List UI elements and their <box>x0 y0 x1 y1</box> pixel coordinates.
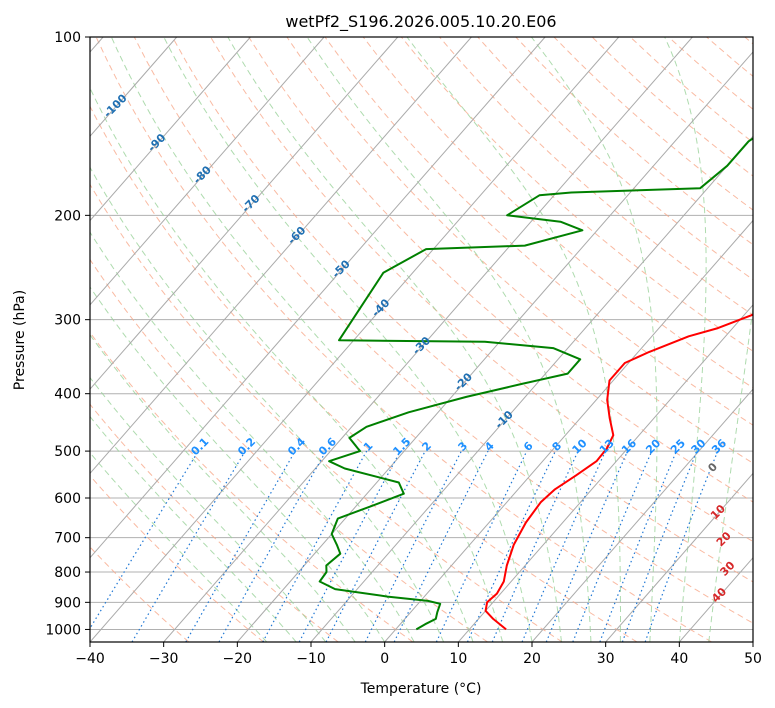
isotherm-line <box>384 219 753 642</box>
dry-adiabat <box>439 37 753 316</box>
x-tick-label: 0 <box>380 651 389 667</box>
mixing-ratio-line <box>621 450 698 642</box>
dry-adiabat <box>286 37 753 464</box>
isotherm-line <box>163 37 693 642</box>
dry-adiabat <box>90 105 638 642</box>
dry-adiabat <box>248 37 753 503</box>
mixing-ratio-line <box>262 450 368 642</box>
moist-adiabat <box>90 86 474 642</box>
moist-adiabat <box>531 37 658 642</box>
y-tick-label: 500 <box>54 444 81 460</box>
moist-adiabat <box>90 415 297 642</box>
x-tick-label: 50 <box>744 651 762 667</box>
x-tick-label: 40 <box>670 651 688 667</box>
plot-area <box>90 37 753 642</box>
x-tick-label: 30 <box>597 651 615 667</box>
y-tick-label: 800 <box>54 565 81 581</box>
x-tick-label: −30 <box>149 651 179 667</box>
dewpoint-line <box>318 137 753 631</box>
mixing-ratio-line <box>90 450 199 630</box>
axis-ticks: −40 −30 −20 −10 0 10 20 30 40 50 100 200 300 400 500 60… <box>45 30 762 667</box>
isotherm-line <box>90 37 472 475</box>
mixing-ratio-line <box>298 450 401 642</box>
chart-title: wetPf2_S196.2026.005.10.20.E06 <box>285 12 556 32</box>
dry-adiabat <box>90 183 563 642</box>
y-tick-label: 600 <box>54 491 81 507</box>
isotherm-line <box>90 37 399 390</box>
x-tick-label: −40 <box>75 651 105 667</box>
x-tick-label: −20 <box>223 651 253 667</box>
isotherm-line <box>605 472 753 642</box>
moist-adiabat <box>306 37 592 642</box>
mixing-ratio-line <box>185 450 296 642</box>
plot-frame <box>89 36 754 643</box>
dry-adiabat <box>133 37 753 624</box>
y-tick-label: 1000 <box>45 622 81 638</box>
mixing-ratio-line <box>599 450 678 642</box>
y-tick-label: 700 <box>54 531 81 547</box>
isotherm-line <box>90 37 546 559</box>
moist-adiabat <box>90 452 268 642</box>
y-tick-label: 900 <box>54 595 81 611</box>
mixing-ratio-line <box>131 450 246 642</box>
x-tick-label: 20 <box>523 651 541 667</box>
mixing-ratio-line <box>435 450 528 642</box>
isotherm-line <box>236 51 753 642</box>
mixing-ratio-line <box>644 450 719 642</box>
mixing-ratio-line <box>466 450 556 642</box>
dry-adiabat <box>90 403 339 642</box>
dry-adiabat <box>90 474 264 642</box>
isotherm-line <box>90 37 325 306</box>
moist-adiabat <box>406 37 621 642</box>
series-layer <box>318 137 753 631</box>
moist-adiabat <box>90 334 356 642</box>
moist-adiabat <box>708 304 753 642</box>
x-tick-label: −10 <box>296 651 326 667</box>
isotherm-line <box>457 304 753 642</box>
mixing-ratio-line <box>393 450 489 642</box>
y-axis-label: Pressure (hPa) <box>12 290 28 390</box>
moist-adiabat <box>90 166 445 642</box>
y-tick-label: 100 <box>54 30 81 46</box>
isotherm-line <box>310 135 753 642</box>
y-tick-label: 200 <box>54 208 81 224</box>
y-tick-label: 300 <box>54 313 81 329</box>
background-lines <box>90 37 753 642</box>
isotherm-line <box>531 388 753 642</box>
moist-adiabat <box>163 37 533 642</box>
dry-adiabat <box>90 546 190 642</box>
dry-adiabat <box>171 37 753 583</box>
temperature-line <box>484 313 753 631</box>
moist-adiabat <box>227 37 562 642</box>
isotherm-line <box>90 37 251 222</box>
x-tick-label: 10 <box>449 651 467 667</box>
y-tick-label: 400 <box>54 387 81 403</box>
moist-adiabat <box>90 376 327 642</box>
x-axis-label: Temperature (°C) <box>360 681 482 697</box>
moist-adiabat <box>90 286 386 642</box>
moist-adiabat <box>664 37 707 642</box>
